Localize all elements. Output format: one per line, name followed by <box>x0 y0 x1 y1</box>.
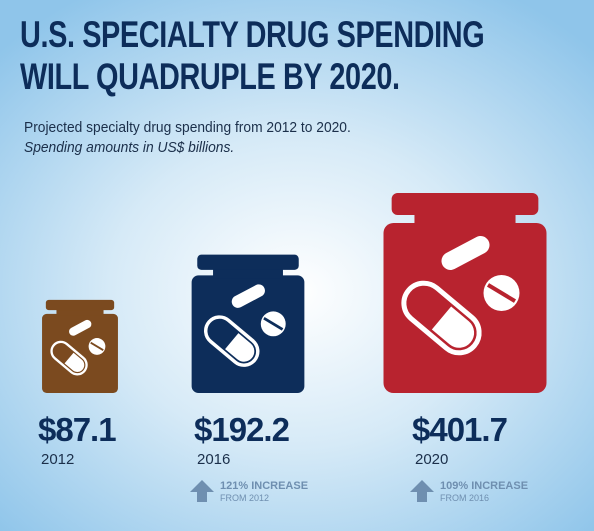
jar-body <box>191 275 305 393</box>
jar-2012 <box>42 299 118 393</box>
jar-lid <box>391 193 539 215</box>
jar-body <box>42 313 118 393</box>
jar-2020 <box>383 193 547 393</box>
jar-lid <box>45 299 115 311</box>
increase-annotation-2020: 109% INCREASE FROM 2016 <box>410 480 528 504</box>
title-line-2: WILL QUADRUPLE BY 2020. <box>20 56 400 97</box>
tablet-score-line <box>90 341 104 352</box>
value-label-2012: $87.1 <box>38 411 117 448</box>
increase-text: 109% INCREASE <box>440 480 529 492</box>
pill-tablet <box>231 284 265 308</box>
subtitle-line-1: Projected specialty drug spending from 2… <box>24 119 351 136</box>
year-label-2012: 2012 <box>41 451 75 468</box>
pill-tablet <box>69 319 92 336</box>
jar-neck <box>213 268 283 279</box>
jar-2016 <box>191 254 305 393</box>
capsule-outline <box>50 340 88 376</box>
page-title: U.S. SPECIALTY DRUG SPENDING WILL QUADRU… <box>20 14 485 98</box>
subtitle-line-2: Spending amounts in US$ billions. <box>24 139 235 156</box>
capsule-outline <box>401 280 482 356</box>
value-label-2020: $401.7 <box>412 411 508 448</box>
increase-subtext: FROM 2012 <box>220 493 270 503</box>
tablet-score-line <box>263 317 284 331</box>
capsule-outline <box>203 315 260 367</box>
pill-tablet <box>441 236 490 270</box>
capsule-fill <box>64 352 85 372</box>
jar-neck <box>56 309 104 316</box>
up-arrow-icon <box>190 480 214 502</box>
capsule-fill <box>431 306 475 348</box>
capsule-pill <box>50 340 88 376</box>
jar-neck <box>414 213 516 227</box>
capsule-pill <box>401 280 482 356</box>
increase-subtext: FROM 2016 <box>440 493 490 503</box>
increase-annotation-2016: 121% INCREASE FROM 2012 <box>190 480 308 504</box>
year-label-2020: 2020 <box>415 451 449 468</box>
title-line-1: U.S. SPECIALTY DRUG SPENDING <box>20 14 485 55</box>
capsule-pill <box>203 315 260 367</box>
capsule-fill <box>225 333 255 362</box>
year-label-2016: 2016 <box>197 451 231 468</box>
value-label-2016: $192.2 <box>194 411 290 448</box>
jar-body <box>383 223 547 393</box>
up-arrow-icon <box>410 480 434 502</box>
subtitle: Projected specialty drug spending from 2… <box>24 118 351 158</box>
jar-lid <box>197 254 299 270</box>
tablet-score-line <box>486 283 517 303</box>
increase-text: 121% INCREASE <box>220 480 309 492</box>
